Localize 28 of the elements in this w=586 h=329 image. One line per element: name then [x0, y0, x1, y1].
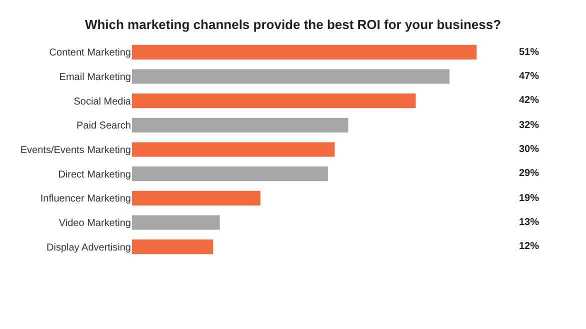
bar: [132, 118, 348, 132]
y-tick-label: Email Marketing: [59, 72, 131, 83]
bar: [132, 215, 220, 230]
bar: [132, 69, 450, 84]
data-label: 19%: [519, 193, 540, 204]
y-tick-label: Paid Search: [76, 120, 131, 132]
y-tick-label: Display Advertising: [46, 242, 131, 254]
data-label: 42%: [519, 95, 540, 106]
y-tick-label: Content Marketing: [49, 48, 131, 59]
bar: [132, 166, 328, 182]
bar: [132, 94, 416, 108]
y-tick-label: Direct Marketing: [58, 169, 131, 180]
y-tick-label: Events/Events Marketing: [20, 145, 131, 156]
bar: [132, 190, 260, 206]
data-label: 29%: [519, 168, 540, 179]
data-label: 12%: [519, 241, 540, 252]
y-tick-label: Influencer Marketing: [40, 194, 131, 205]
data-label: 32%: [519, 120, 540, 131]
y-tick-label: Social Media: [74, 96, 132, 108]
chart-title: Which marketing channels provide the best ROI for your business?: [84, 16, 502, 32]
bar: [132, 240, 214, 254]
data-label: 30%: [519, 144, 540, 155]
data-label: 13%: [519, 217, 540, 228]
data-label: 47%: [519, 71, 540, 82]
bar: [132, 44, 477, 60]
y-tick-label: Video Marketing: [58, 218, 131, 229]
bar: [132, 142, 335, 157]
data-label: 51%: [519, 47, 540, 58]
